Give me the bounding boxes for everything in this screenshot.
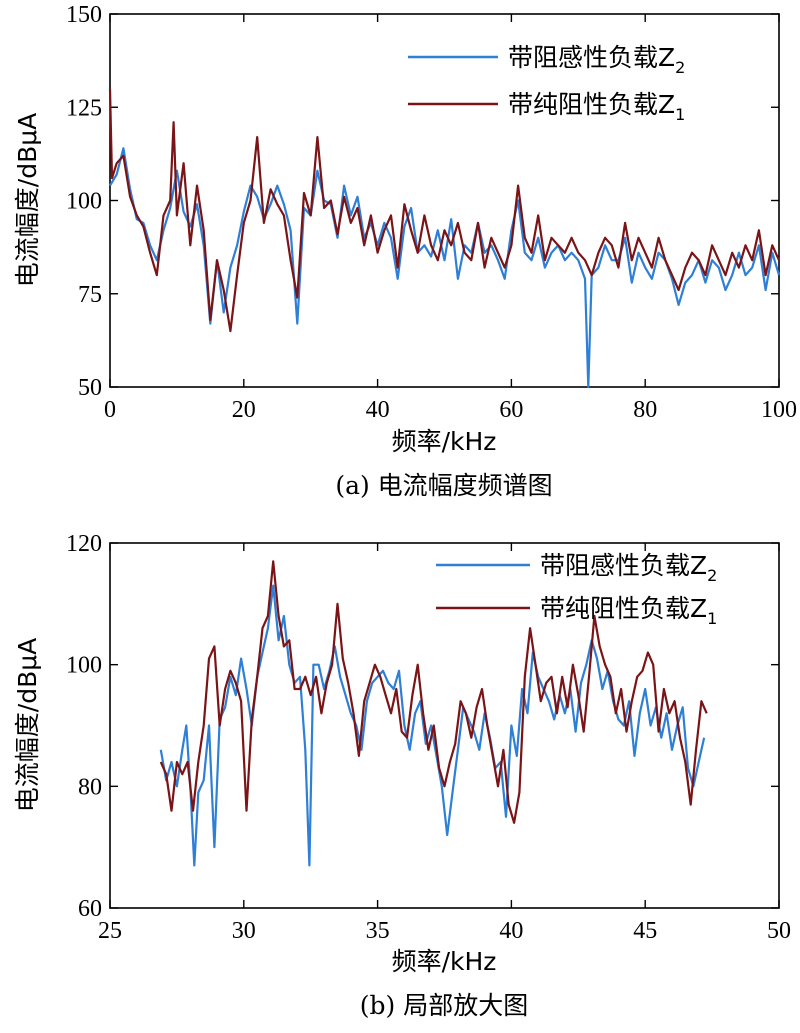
panel-b-y-tick-label: 60 [78, 896, 102, 922]
panel-b-x-tick-label: 25 [98, 918, 122, 944]
panel-a-ticks: 0 20 40 60 80 100 50 75 100 125 150 [66, 2, 797, 423]
panel-b-x-tick-label: 30 [232, 918, 256, 944]
panel-a-x-tick-label: 0 [104, 397, 116, 423]
panel-b-y-tick-label: 120 [66, 531, 102, 557]
panel-b-x-tick-label: 40 [499, 918, 523, 944]
panel-a-y-tick-label: 150 [66, 2, 102, 28]
panel-b-frame [109, 542, 780, 909]
panel-b-y-axis-label: 电流幅度/dBμA [13, 638, 42, 812]
panel-b-legend: 带阻感性负载Z2 带纯阻性负载Z1 [436, 551, 717, 628]
legend-text: 带纯阻性负载Z [508, 90, 675, 119]
panel-a-y-axis-label: 电流幅度/dBμA [13, 113, 42, 287]
panel-a-x-tick-label: 20 [232, 397, 256, 423]
legend-subscript: 2 [707, 566, 717, 585]
legend-subscript: 2 [675, 58, 685, 77]
panel-a-legend-label-z2: 带阻感性负载Z2 [508, 43, 685, 77]
legend-text: 带纯阻性负载Z [540, 594, 707, 623]
panel-b-series [159, 560, 708, 867]
legend-subscript: 1 [675, 105, 685, 124]
panel-a: 0 20 40 60 80 100 50 75 100 125 150 频率/kHz 电流幅度/dB… [13, 2, 797, 500]
panel-b-series-line-z1 [159, 560, 708, 824]
panel-a-x-tick-label: 80 [633, 397, 657, 423]
panel-b-y-tick-label: 100 [66, 653, 102, 679]
panel-a-series-line-z1 [108, 88, 781, 333]
panel-b-legend-label-z2: 带阻感性负载Z2 [540, 551, 717, 585]
panel-a-series [108, 88, 781, 389]
panel-b-y-tick-label: 80 [78, 774, 102, 800]
panel-b-x-tick-label: 50 [767, 918, 791, 944]
panel-a-y-tick-label: 50 [78, 375, 102, 401]
panel-a-y-tick-label: 75 [78, 282, 102, 308]
panel-b-caption: (b) 局部放大图 [360, 991, 528, 1020]
legend-text: 带阻感性负载Z [540, 551, 707, 580]
panel-a-caption: (a) 电流幅度频谱图 [335, 471, 552, 500]
panel-a-y-tick-label: 125 [66, 95, 102, 121]
panel-a-legend-label-z1: 带纯阻性负载Z1 [508, 90, 685, 124]
panel-b-ticks: 25 30 35 40 45 50 60 80 100 120 [66, 531, 791, 944]
legend-text: 带阻感性负载Z [508, 43, 675, 72]
panel-b-x-tick-label: 45 [633, 918, 657, 944]
panel-a-series-line-z2 [109, 147, 781, 389]
panel-b-legend-label-z1: 带纯阻性负载Z1 [540, 594, 717, 628]
panel-a-x-tick-label: 40 [366, 397, 390, 423]
panel-b-x-tick-label: 35 [366, 918, 390, 944]
panel-a-legend: 带阻感性负载Z2 带纯阻性负载Z1 [408, 43, 685, 124]
legend-subscript: 1 [707, 609, 717, 628]
panel-a-x-tick-label: 60 [499, 397, 523, 423]
panel-a-x-axis-label: 频率/kHz [392, 427, 497, 456]
panel-b-x-axis-label: 频率/kHz [392, 947, 497, 976]
panel-a-y-tick-label: 100 [66, 189, 102, 215]
panel-a-x-tick-label: 100 [761, 397, 797, 423]
